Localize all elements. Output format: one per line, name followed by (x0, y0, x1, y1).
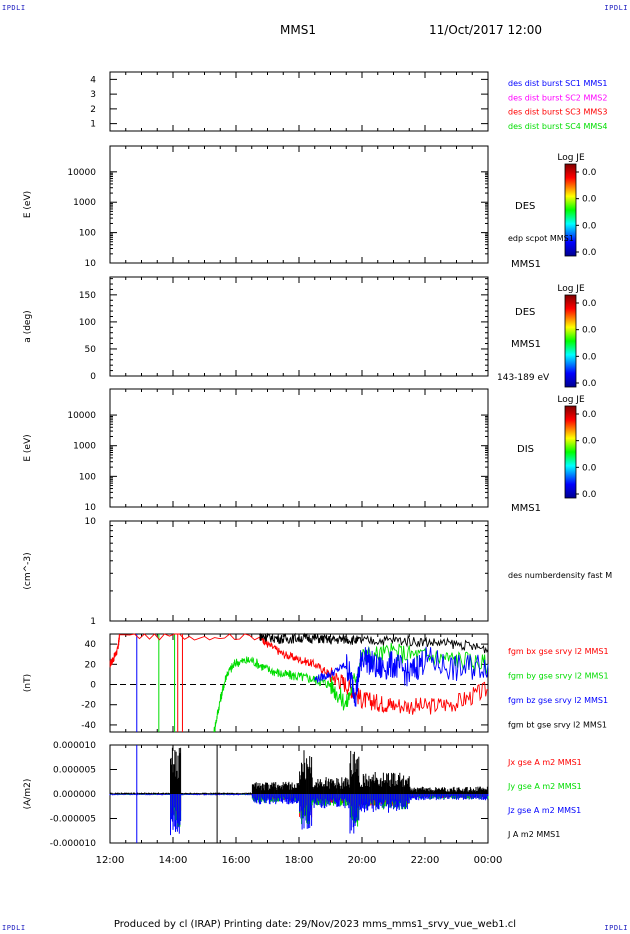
x-tick-label: 12:00 (96, 855, 125, 866)
y-tick-label: 10000 (67, 411, 96, 421)
y-tick-label: 20 (85, 660, 97, 670)
y-tick-label: 1 (90, 120, 96, 130)
panel-frame-4 (109, 388, 489, 508)
legend-bfield-2: fgm by gse srvy l2 MMS1 (508, 672, 609, 681)
y-tick-label: 2 (90, 105, 96, 115)
y-tick-label: 3 (90, 90, 96, 100)
y-tick-label: 50 (85, 345, 97, 355)
x-tick-label: 16:00 (222, 855, 251, 866)
y-axis-label: a (deg) (23, 310, 33, 342)
colorbar-tick-label: 0.0 (582, 463, 597, 473)
legend-bfield-1: fgm bx gse srvy l2 MMS1 (508, 647, 609, 656)
y-axis-label: E (eV) (23, 191, 33, 218)
legend-current-4: J A m2 MMS1 (507, 830, 560, 839)
mms1-label: MMS1 (511, 339, 541, 350)
y-tick-label: 0.000000 (53, 790, 96, 800)
y-tick-label: 1000 (73, 442, 96, 452)
y-tick-label: 4 (90, 75, 96, 85)
bfield-series-2 (213, 642, 489, 733)
corner-label-top-right: IPDLI (604, 4, 628, 12)
x-tick-label: 14:00 (159, 855, 188, 866)
mms1-label: MMS1 (511, 503, 541, 514)
density-label: des numberdensity fast M (508, 571, 612, 580)
bfield-series-4 (259, 632, 489, 654)
colorbar-title: Log JE (557, 284, 585, 294)
panel-frame-2 (109, 145, 489, 264)
colorbar-tick-label: 0.0 (582, 168, 597, 178)
panel-frame-5 (109, 520, 489, 622)
y-tick-label: -20 (81, 701, 96, 711)
y-tick-label: 0 (90, 681, 96, 691)
y-tick-label: 10 (85, 503, 97, 513)
corner-label-bottom-left: IPDLI (2, 924, 26, 932)
des-label: DES (515, 307, 535, 318)
y-tick-label: -0.000005 (50, 815, 96, 825)
colorbar-title: Log JE (557, 153, 585, 163)
x-tick-label: 00:00 (474, 855, 503, 866)
legend-current-2: Jy gse A m2 MMS1 (507, 782, 582, 791)
y-tick-label: -0.000010 (50, 839, 96, 849)
colorbar-2 (564, 294, 577, 388)
bfield-series-3 (314, 646, 489, 707)
mms1-label: MMS1 (511, 259, 541, 270)
y-axis-label: (nT) (23, 674, 33, 692)
y-tick-label: 100 (79, 318, 96, 328)
corner-label-bottom-right: IPDLI (604, 924, 628, 932)
y-tick-label: 10 (85, 259, 97, 269)
colorbar-tick-label: 0.0 (582, 437, 597, 447)
panel-frame-3 (109, 276, 489, 377)
corner-label-top-left: IPDLI (2, 4, 26, 12)
x-tick-label: 20:00 (348, 855, 377, 866)
colorbar-tick-label: 0.0 (582, 195, 597, 205)
y-tick-label: 0.000005 (53, 766, 96, 776)
legend-bfield-4: fgm bt gse srvy l2 MMS1 (508, 721, 607, 730)
legend-current-1: Jx gse A m2 MMS1 (507, 758, 582, 767)
y-tick-label: 40 (85, 640, 97, 650)
dis-label: DIS (517, 444, 534, 455)
colorbar-tick-label: 0.0 (582, 299, 597, 309)
legend-burst-3: des dist burst SC3 MMS3 (508, 108, 607, 117)
y-tick-label: -40 (81, 721, 96, 731)
scpot-label: edp scpot MMS1 (508, 234, 574, 243)
energy-range-label: 143-189 eV (497, 373, 550, 383)
y-tick-label: 100 (79, 229, 96, 239)
y-tick-label: 100 (79, 472, 96, 482)
y-tick-label: 0.000010 (53, 741, 96, 751)
legend-burst-4: des dist burst SC4 MMS4 (508, 122, 607, 131)
colorbar-1 (564, 163, 577, 257)
colorbar-tick-label: 0.0 (582, 352, 597, 362)
legend-burst-1: des dist burst SC1 MMS1 (508, 79, 607, 88)
y-tick-label: 10 (85, 517, 97, 527)
colorbar-title: Log JE (557, 395, 585, 405)
colorbar-tick-label: 0.0 (582, 326, 597, 336)
x-tick-label: 18:00 (285, 855, 314, 866)
panel-frame-6 (109, 633, 489, 733)
des-label: DES (515, 201, 535, 212)
x-tick-label: 22:00 (411, 855, 440, 866)
footer-credit: Produced by cl (IRAP) Printing date: 29/… (113, 919, 517, 930)
legend-current-3: Jz gse A m2 MMS1 (507, 806, 581, 815)
y-tick-label: 1 (90, 617, 96, 627)
panel-frame-1 (109, 71, 489, 132)
y-axis-label: (A/m2) (23, 779, 33, 810)
bfield-series-1 (109, 633, 489, 715)
legend-bfield-3: fgm bz gse srvy l2 MMS1 (508, 696, 608, 705)
colorbar-tick-label: 0.0 (582, 490, 597, 500)
colorbar-3 (564, 405, 577, 499)
colorbar-tick-label: 0.0 (582, 410, 597, 420)
colorbar-tick-label: 0.0 (582, 379, 597, 389)
colorbar-tick-label: 0.0 (582, 248, 597, 258)
date-title: 11/Oct/2017 12:00 (429, 23, 543, 37)
y-tick-label: 10000 (67, 168, 96, 178)
y-tick-label: 0 (90, 372, 96, 382)
y-axis-label: (cm^-3) (23, 552, 33, 589)
legend-burst-2: des dist burst SC2 MMS2 (508, 93, 607, 102)
y-axis-label: E (eV) (23, 434, 33, 461)
y-tick-label: 1000 (73, 198, 96, 208)
mission-title: MMS1 (280, 23, 316, 37)
colorbar-tick-label: 0.0 (582, 221, 597, 231)
y-tick-label: 150 (79, 291, 96, 301)
